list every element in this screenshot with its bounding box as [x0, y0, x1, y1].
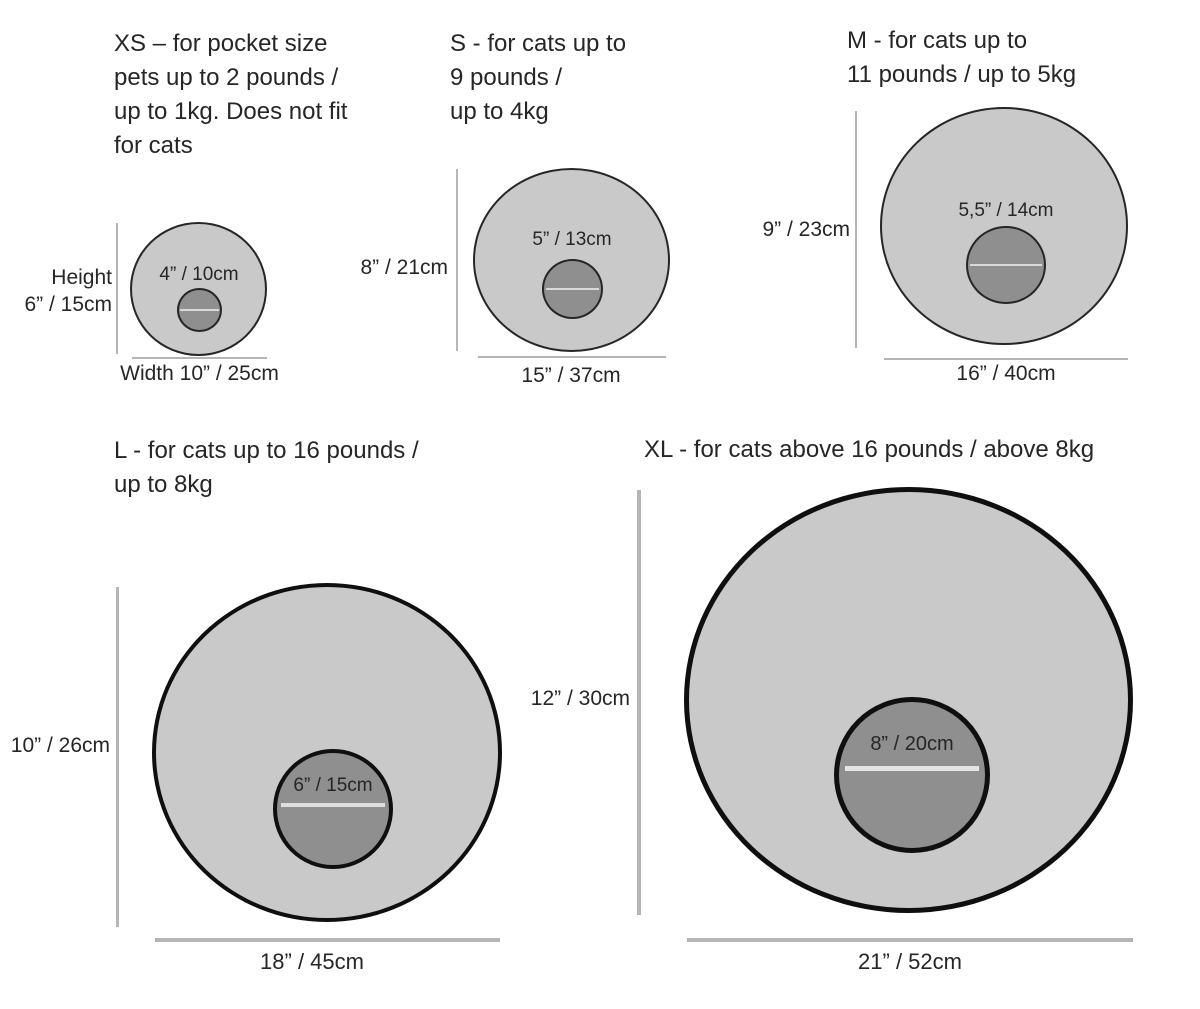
height-label: 9” / 23cm: [762, 218, 850, 241]
size-title: M - for cats up to 11 pounds / up to 5kg: [847, 27, 1077, 88]
width-dimension-line: [155, 938, 500, 942]
height-label: 10” / 26cm: [10, 734, 110, 757]
width-label: 18” / 45cm: [260, 949, 364, 974]
inner-opening-circle: [542, 259, 603, 319]
width-dimension-line: [478, 356, 666, 358]
height-label: Height 6” / 15cm: [24, 266, 112, 316]
width-label: 16” / 40cm: [956, 362, 1056, 385]
inner-diameter-label: 4” / 10cm: [159, 264, 239, 285]
inner-diameter-label: 6” / 15cm: [293, 775, 373, 796]
inner-opening-circle: [177, 288, 222, 332]
inner-diameter-line: [281, 802, 385, 807]
width-dimension-line: [687, 938, 1133, 942]
width-label: 15” / 37cm: [521, 364, 621, 387]
width-label: Width 10” / 25cm: [120, 362, 279, 385]
inner-opening-circle: [834, 697, 990, 853]
size-title: XS – for pocket size pets up to 2 pounds…: [114, 30, 348, 159]
width-dimension-line: [132, 357, 267, 359]
inner-diameter-line: [844, 765, 980, 771]
inner-diameter-line: [545, 288, 600, 290]
inner-diameter-line: [180, 309, 219, 311]
size-title: S - for cats up to 9 pounds / up to 4kg: [450, 30, 627, 125]
inner-diameter-label: 5,5” / 14cm: [958, 200, 1054, 221]
height-label: 8” / 21cm: [360, 256, 448, 279]
inner-opening-circle: [966, 226, 1046, 304]
height-dimension-line: [637, 490, 641, 915]
height-dimension-line: [855, 111, 857, 348]
size-title: XL - for cats above 16 pounds / above 8k…: [644, 436, 1095, 463]
inner-diameter-label: 5” / 13cm: [532, 229, 612, 250]
inner-opening-circle: [273, 749, 393, 869]
width-label: 21” / 52cm: [858, 949, 962, 974]
inner-diameter-label: 8” / 20cm: [870, 733, 954, 755]
height-dimension-line: [116, 223, 118, 354]
size-title: L - for cats up to 16 pounds / up to 8kg: [114, 437, 419, 498]
height-dimension-line: [116, 587, 119, 927]
height-label: 12” / 30cm: [530, 687, 630, 710]
height-dimension-line: [456, 169, 458, 351]
inner-diameter-line: [970, 264, 1042, 266]
width-dimension-line: [884, 358, 1128, 360]
